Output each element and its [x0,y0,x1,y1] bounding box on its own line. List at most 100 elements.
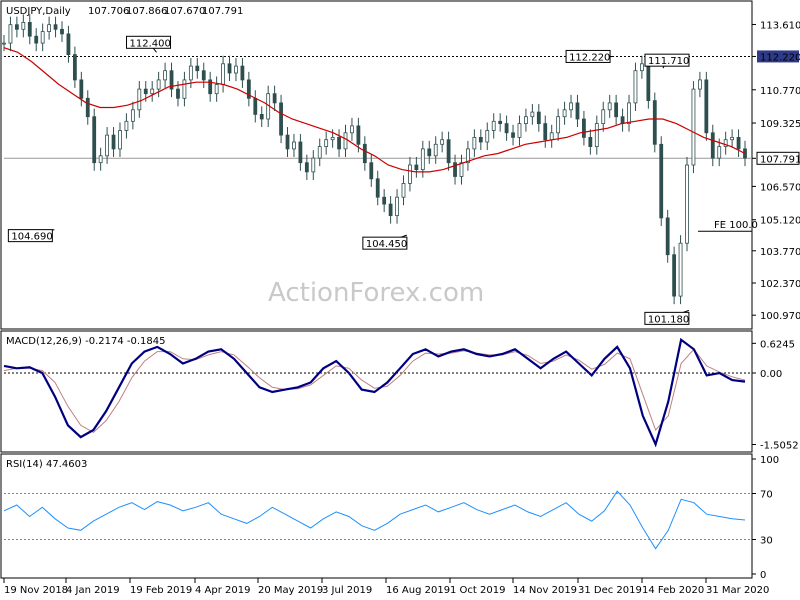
price-candle-body [549,132,554,141]
price-candle-body [575,102,580,120]
annotation-box [126,35,172,49]
price-candle-body [459,162,464,177]
macd-line [3,337,746,448]
price-candle-body [221,63,225,85]
price-candle-body [594,123,599,147]
dotted-level-box [757,50,799,63]
price-candle-body [240,65,245,81]
price-candle-body [588,136,593,147]
price-candle-body [66,33,71,56]
macd-header: MACD(12,26,9) -0.2174 -0.1845 [6,336,166,347]
x-tick-label: 4 Jan 2019 [66,585,120,596]
price-candle-body [582,118,586,138]
annotation-box [362,236,408,250]
x-tick-label: 19 Nov 2018 [4,585,68,596]
price-candle-body [201,70,206,81]
rsi-header: RSI(14) 47.4603 [6,459,87,470]
annotation-label: 111.710 [648,56,689,67]
price-header-symbol: USDJPY,Daily [6,6,71,17]
price-candle-body [253,97,258,115]
price-ytick-label: 106.570 [760,182,800,193]
price-candle-body [356,125,361,145]
price-candle-body [285,134,290,150]
price-candle-body [453,162,457,177]
x-tick-label: 4 Apr 2019 [195,585,250,596]
price-candle-body [27,21,32,37]
annotation-box [7,229,53,243]
annotation-label: 104.450 [366,239,407,250]
price-candle-body [330,136,335,141]
price-candle-body [485,130,490,143]
price-ytick-label: 103.770 [760,247,800,258]
price-candle-body [491,120,496,131]
price-candle-body [685,164,689,244]
price-candle-body [536,111,541,124]
price-candle-body [214,84,219,95]
price-candle-body [169,70,174,90]
rsi-ytick-label: 70 [760,490,773,501]
x-tick-label: 16 Aug 2019 [386,585,450,596]
price-candle-body [543,123,548,141]
price-candle-body [697,79,702,90]
price-candle-body [272,93,277,104]
price-header-open: 107.706 [88,6,129,17]
price-candle-body [343,132,348,150]
price-ytick-label: 112.220 [760,52,800,63]
price-candle-body [614,102,619,118]
price-candle-body [659,143,664,219]
price-candle-body [53,24,58,30]
price-candle-body [382,196,387,205]
price-candle-body [446,139,451,164]
x-tick-label: 31 Mar 2020 [706,585,769,596]
price-header-close: 107.791 [202,6,243,17]
rsi-line [3,490,746,550]
price-candle-body [524,116,528,124]
price-ytick-label: 107.791 [760,154,800,165]
price-candle-body [105,134,109,157]
annotation-label: 101.180 [648,314,689,325]
x-tick-label: 1 Oct 2019 [450,585,505,596]
price-ytick-label: 113.610 [760,20,800,31]
price-candle-body [182,79,187,99]
price-candle-body [414,164,419,170]
price-candle-body [717,146,722,159]
price-candle-body [691,88,696,166]
annotation-box [644,53,690,67]
price-candle-body [730,136,735,141]
price-candle-body [375,178,380,198]
price-candle-body [47,24,52,33]
rsi-ytick-label: 30 [760,536,773,547]
price-candle-body [672,254,677,297]
price-candle-body [433,143,438,157]
price-candle-body [569,102,573,111]
price-candle-body [279,102,283,136]
x-tick-label: 14 Feb 2020 [642,585,704,596]
price-candle-body [188,65,193,81]
price-candle-body [317,146,322,159]
price-candle-body [420,148,425,170]
price-candle-body [710,132,715,159]
price-candle-body [227,63,232,74]
price-candle-body [408,164,412,184]
price-candle-body [163,70,167,81]
price-candle-body [130,109,135,122]
price-candle-body [156,79,161,90]
price-candle-body [118,130,122,150]
price-candle-body [14,24,19,30]
price-candle-body [195,65,200,72]
price-candle-body [79,79,84,99]
price-candle-body [324,139,329,147]
price-header-high: 107.866 [126,6,167,17]
price-candle-body [504,123,509,134]
price-ytick-label: 102.370 [760,279,800,290]
price-candle-body [601,109,606,125]
price-candle-body [440,139,445,145]
price-candle-body [34,35,39,44]
price-candle-body [111,134,116,150]
price-candle-body [665,217,670,256]
rsi-panel [0,453,753,579]
annotation-label: 104.690 [11,232,52,243]
price-candle-body [150,88,155,95]
